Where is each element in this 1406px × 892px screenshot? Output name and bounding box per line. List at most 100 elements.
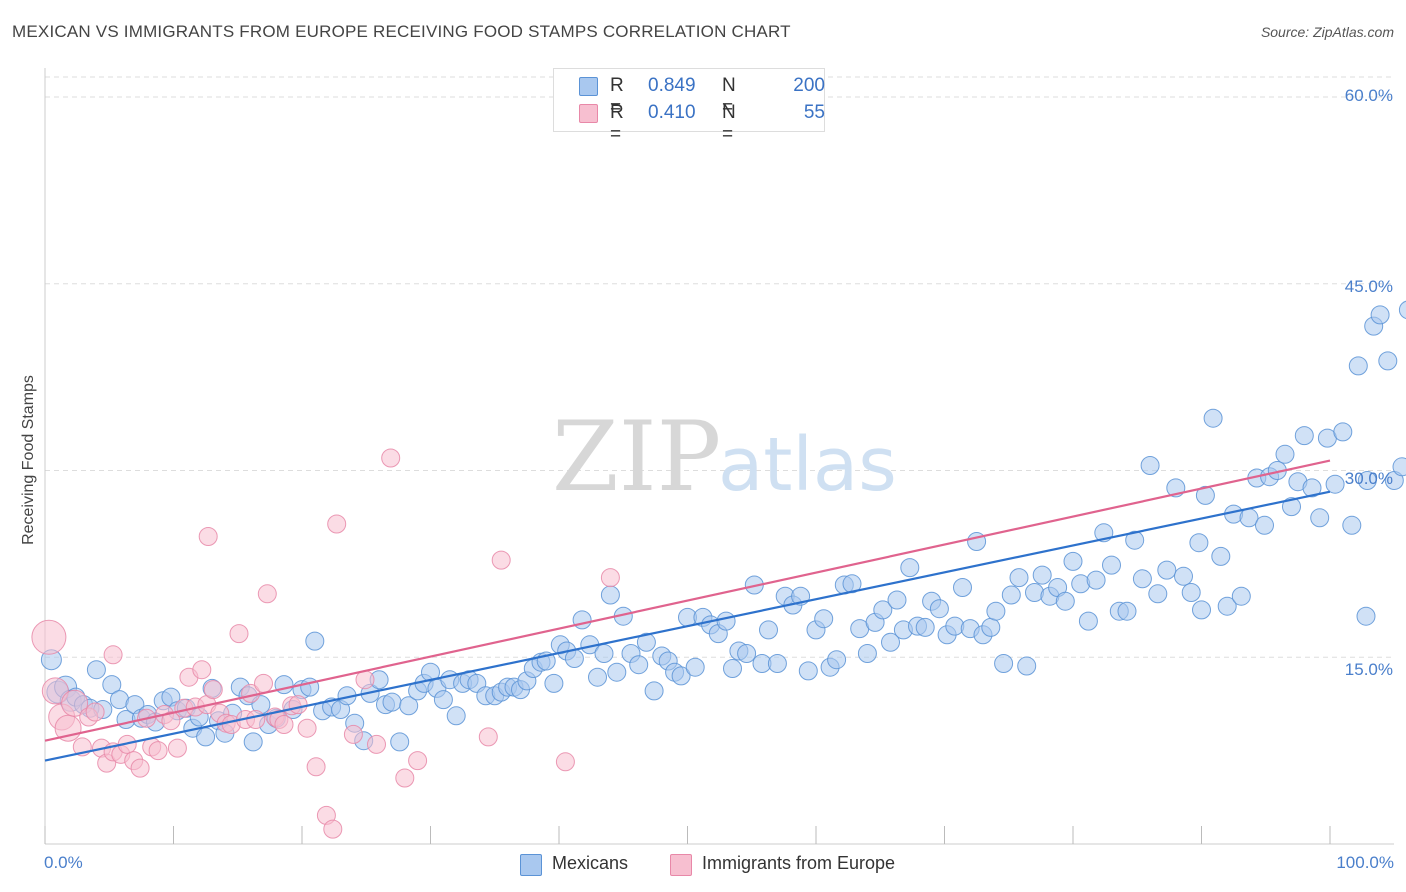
mexicans-point xyxy=(994,654,1014,673)
r-label: R = xyxy=(610,102,624,145)
mexicans-point xyxy=(636,632,656,652)
mexicans-point xyxy=(644,681,664,701)
axes xyxy=(44,68,1394,845)
mexicans-point xyxy=(86,660,106,680)
mexicans-point xyxy=(1125,530,1145,550)
correlation-stats-box: R = 0.849 N = 200 R = 0.410 N = 55 xyxy=(553,68,825,145)
mexicans-point xyxy=(723,659,742,678)
mexicans-point xyxy=(1203,408,1223,428)
europe-point xyxy=(306,757,326,777)
watermark-zip: ZIP xyxy=(552,401,721,513)
y-tick-label: 60.0% xyxy=(1344,86,1393,105)
europe-point xyxy=(367,734,386,754)
mexicans-point xyxy=(1356,606,1376,626)
mexicans-point xyxy=(1032,565,1052,585)
n-value: 200 xyxy=(793,75,825,96)
mexicans-point xyxy=(588,667,607,687)
mexicans-swatch xyxy=(520,854,542,876)
europe-point xyxy=(41,677,69,705)
europe-point xyxy=(246,710,266,729)
mexicans-point xyxy=(1310,508,1330,528)
mexicans-point xyxy=(421,662,440,682)
r-value: 0.849 xyxy=(648,75,696,96)
mexicans-point xyxy=(915,617,935,637)
mexicans-point xyxy=(881,632,900,652)
mexicans-points xyxy=(40,300,1406,752)
n-value: 55 xyxy=(803,102,825,123)
europe-point xyxy=(130,758,150,778)
mexicans-point xyxy=(305,631,325,651)
europe-point xyxy=(85,702,105,722)
mexicans-point xyxy=(382,692,402,712)
mexicans-point xyxy=(1063,551,1083,571)
mexicans-point xyxy=(1357,471,1377,490)
europe-point xyxy=(274,715,294,734)
mexicans-point xyxy=(607,662,627,682)
mexicans-point xyxy=(685,657,705,677)
watermark: ZIP atlas xyxy=(552,401,897,513)
chart-title: MEXICAN VS IMMIGRANTS FROM EUROPE RECEIV… xyxy=(12,22,791,41)
mexicans-point xyxy=(1001,585,1021,605)
mexicans-point xyxy=(196,727,216,747)
watermark-atlas: atlas xyxy=(718,422,897,508)
mexicans-point xyxy=(767,654,787,673)
mexicans-point xyxy=(1181,583,1201,602)
europe-point xyxy=(491,550,511,570)
europe-point xyxy=(148,741,168,761)
mexicans-point xyxy=(857,644,877,663)
mexicans-point xyxy=(1348,356,1368,376)
n-label: N = xyxy=(722,102,736,145)
y-tick-label: 15.0% xyxy=(1344,660,1393,679)
mexicans-point xyxy=(102,675,122,695)
r-value: 0.410 xyxy=(648,102,696,123)
europe-point xyxy=(343,724,363,744)
mexicans-point xyxy=(1392,457,1406,477)
mexicans-point xyxy=(900,558,920,578)
mexicans-point xyxy=(1189,533,1209,553)
mexicans-point xyxy=(1370,305,1390,325)
mexicans-point xyxy=(1378,351,1398,371)
mexicans-point xyxy=(1255,515,1274,535)
europe-point xyxy=(408,751,428,771)
mexicans-point xyxy=(759,620,778,640)
europe-point xyxy=(167,738,187,758)
r-label: R = xyxy=(610,75,624,118)
mexicans-point xyxy=(929,599,949,619)
x-tick-label-max: 100.0% xyxy=(1336,853,1394,872)
europe-point xyxy=(323,819,343,839)
europe-point xyxy=(327,514,347,534)
mexicans-point xyxy=(1294,426,1314,446)
mexicans-point xyxy=(1192,600,1211,620)
europe-point xyxy=(103,645,123,665)
mexicans-point xyxy=(433,690,453,710)
mexicans-point xyxy=(1148,584,1168,604)
europe-points xyxy=(31,448,620,839)
mexicans-point xyxy=(1342,515,1362,535)
mexicans-point xyxy=(446,706,466,726)
mexicans-point xyxy=(1132,569,1152,589)
mexicans-point xyxy=(1282,497,1301,517)
mexicans-point xyxy=(1086,570,1106,590)
mexicans-point xyxy=(1325,474,1345,494)
mexicans-point xyxy=(544,673,564,693)
mexicans-point xyxy=(1275,444,1295,464)
mexicans-point xyxy=(986,601,1006,621)
mexicans-point xyxy=(827,650,847,670)
europe-point xyxy=(31,619,67,655)
trend-lines xyxy=(44,459,1331,762)
mexicans-point xyxy=(1117,601,1137,621)
mexicans-point xyxy=(594,644,614,663)
mexicans-swatch xyxy=(579,77,598,96)
mexicans-point xyxy=(798,661,818,681)
chart-source: Source: ZipAtlas.com xyxy=(1260,24,1394,40)
mexicans-point xyxy=(390,732,410,752)
n-label: N = xyxy=(722,75,736,118)
europe-point xyxy=(288,695,308,715)
mexicans-point xyxy=(953,578,972,597)
mexicans-point xyxy=(600,585,620,605)
mexicans-point xyxy=(1055,591,1075,611)
mexicans-point xyxy=(1140,456,1160,475)
europe-point xyxy=(203,680,223,700)
mexicans-point xyxy=(1017,656,1037,676)
europe-point xyxy=(297,718,317,738)
